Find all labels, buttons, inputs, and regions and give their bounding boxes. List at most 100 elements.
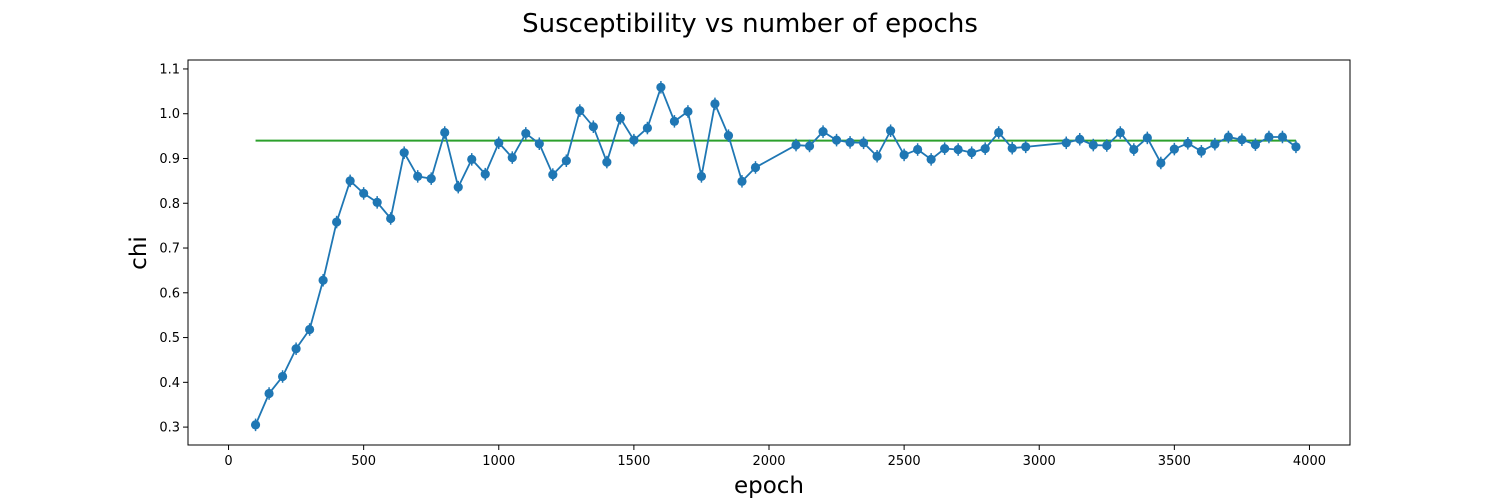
data-point — [831, 135, 842, 145]
data-point — [994, 127, 1004, 138]
data-point — [1291, 142, 1301, 152]
x-tick-label: 4000 — [1293, 454, 1326, 469]
y-axis: 0.3 0.4 0.5 0.6 0.7 0.8 0.9 1.0 1.1 — [159, 62, 188, 436]
data-point — [642, 123, 652, 133]
x-axis: 0 500 1000 1500 2000 2500 3000 3500 4000 — [224, 445, 1326, 469]
data-point — [1183, 138, 1193, 148]
x-tick-label: 2500 — [888, 454, 921, 469]
data-point — [818, 127, 828, 137]
y-tick-label: 0.9 — [159, 152, 180, 167]
data-point — [1169, 144, 1179, 154]
data-point — [669, 116, 680, 126]
y-tick-label: 0.3 — [159, 421, 180, 436]
y-tick-label: 0.8 — [159, 197, 180, 212]
data-point — [750, 162, 761, 173]
chart-title: Susceptibility vs number of epochs — [522, 9, 978, 39]
y-axis-label: chi — [126, 236, 152, 270]
x-tick-label: 0 — [224, 454, 232, 469]
y-tick-label: 0.4 — [159, 376, 180, 391]
y-tick-label: 0.7 — [159, 242, 180, 257]
data-point — [1196, 146, 1206, 156]
data-point — [1250, 140, 1261, 150]
data-point — [602, 157, 612, 167]
data-point — [804, 141, 815, 151]
data-point — [1061, 138, 1071, 148]
data-point — [467, 154, 477, 164]
data-point — [440, 127, 450, 138]
y-tick-label: 0.6 — [159, 286, 180, 301]
x-tick-label: 500 — [351, 454, 376, 469]
data-point — [250, 420, 261, 430]
x-tick-label: 1500 — [617, 454, 650, 469]
data-point — [413, 171, 423, 181]
data-point — [858, 138, 869, 148]
data-point — [453, 182, 463, 192]
data-point — [534, 139, 544, 149]
data-point — [494, 138, 504, 148]
data-point — [967, 148, 977, 158]
series-group — [250, 81, 1301, 432]
x-tick-label: 3500 — [1158, 454, 1191, 469]
data-point — [1021, 142, 1031, 152]
data-point — [656, 82, 666, 92]
data-point — [359, 188, 369, 199]
data-point — [1102, 140, 1112, 151]
data-point — [1007, 143, 1017, 153]
data-point — [845, 137, 855, 147]
data-point — [480, 169, 490, 179]
data-point — [521, 128, 531, 139]
y-tick-label: 0.5 — [159, 331, 180, 346]
data-point — [1264, 132, 1274, 142]
data-point — [548, 170, 558, 180]
data-point — [561, 156, 571, 166]
data-point — [886, 126, 896, 136]
data-point — [1156, 158, 1166, 168]
data-point — [318, 275, 328, 285]
data-point — [872, 151, 882, 161]
data-point — [723, 131, 734, 141]
data-point — [291, 344, 301, 354]
data-point — [575, 105, 585, 116]
data-point — [1237, 135, 1247, 145]
data-point — [1129, 144, 1139, 155]
data-point — [332, 217, 342, 227]
data-point — [1223, 132, 1233, 142]
data-point — [1115, 127, 1125, 138]
data-point — [1277, 132, 1288, 142]
plot-area — [187, 59, 1351, 446]
data-point — [940, 144, 950, 154]
data-point — [615, 113, 625, 123]
data-point — [899, 150, 909, 160]
data-point — [791, 140, 801, 150]
x-axis-label: epoch — [734, 473, 804, 499]
data-point — [683, 106, 693, 117]
data-point — [696, 171, 707, 181]
data-point — [264, 388, 274, 399]
y-tick-label: 1.1 — [159, 62, 180, 77]
x-tick-label: 2000 — [752, 454, 785, 469]
data-point — [1075, 134, 1085, 144]
data-point — [345, 176, 355, 186]
data-point — [1142, 133, 1152, 143]
data-point — [980, 144, 990, 154]
data-point — [426, 174, 436, 184]
data-point — [277, 371, 288, 382]
data-point — [710, 99, 720, 109]
data-point — [953, 144, 963, 155]
data-point — [926, 154, 936, 164]
data-point — [305, 324, 315, 335]
data-point — [588, 122, 598, 132]
data-point — [399, 148, 409, 158]
data-point — [1088, 140, 1098, 150]
x-tick-label: 3000 — [1023, 454, 1056, 469]
data-point — [386, 213, 396, 224]
data-point — [507, 152, 517, 163]
data-point — [1210, 139, 1220, 149]
y-tick-label: 1.0 — [159, 107, 180, 122]
data-point — [629, 135, 639, 145]
data-point — [737, 176, 747, 186]
data-point — [372, 197, 382, 207]
data-point — [913, 144, 923, 155]
x-tick-label: 1000 — [482, 454, 515, 469]
